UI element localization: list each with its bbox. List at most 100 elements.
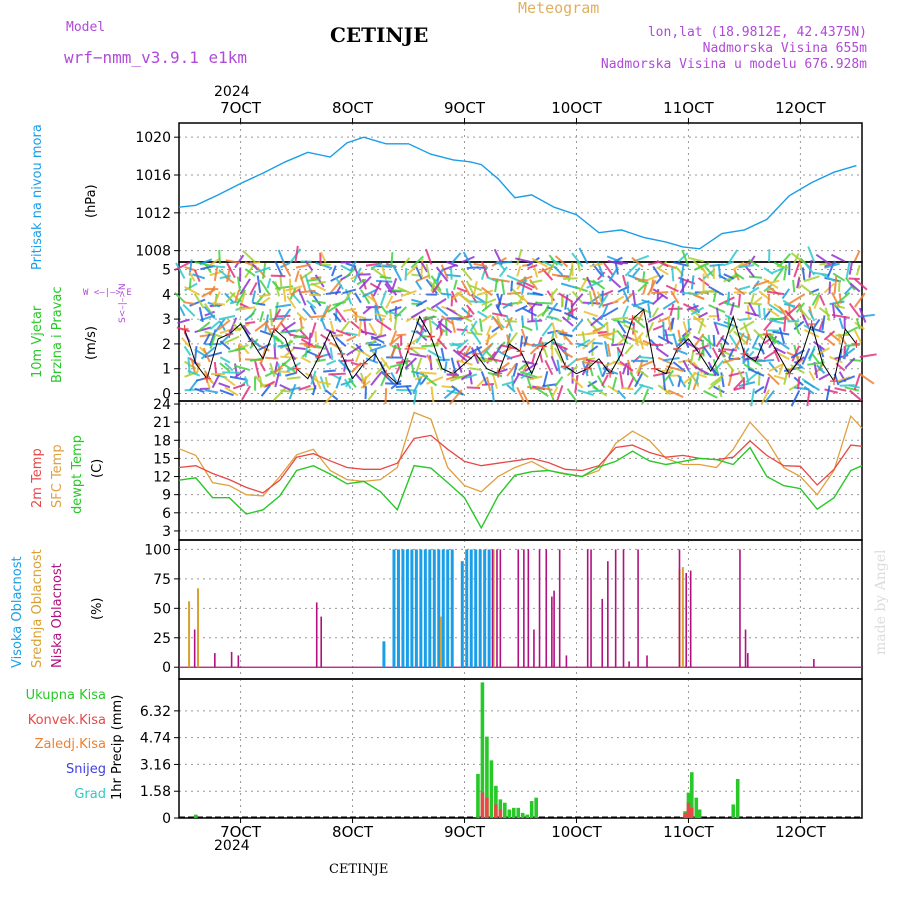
wind-arrow xyxy=(640,360,654,368)
wind-arrow xyxy=(606,255,624,264)
wind-arrow xyxy=(419,315,428,334)
wind-arrow xyxy=(616,346,624,357)
wind-arrow xyxy=(279,274,283,289)
wind-arrow xyxy=(838,375,856,384)
wind-gust-marker xyxy=(852,339,861,348)
wind-arrow xyxy=(700,265,710,279)
cloud-bar-2 xyxy=(538,549,541,668)
wind-arrow xyxy=(821,315,826,331)
wind-arrow xyxy=(380,317,384,336)
y-tick-label: 18 xyxy=(153,433,171,449)
wind-arrow xyxy=(837,376,851,382)
wind-arrow xyxy=(203,302,214,315)
wind-gust-marker xyxy=(538,342,547,351)
wind-arrow xyxy=(647,312,664,323)
wind-arrow xyxy=(328,372,346,376)
wind-arrow xyxy=(300,289,316,294)
wind-arrow xyxy=(632,289,637,306)
wind-arrow xyxy=(665,284,679,293)
wind-arrow xyxy=(351,314,367,320)
cloud-bar-2 xyxy=(499,549,502,668)
wind-arrow xyxy=(619,360,634,372)
wind-arrow xyxy=(452,349,468,362)
wind-arrow xyxy=(288,383,297,400)
wind-arrow xyxy=(563,351,574,359)
wind-arrow xyxy=(370,372,382,386)
wind-arrow xyxy=(825,385,831,401)
wind-arrow xyxy=(411,298,422,304)
wind-arrow xyxy=(723,260,735,267)
x-tick-label-top: 12OCT xyxy=(775,99,826,117)
wind-arrow xyxy=(748,286,760,295)
wind-arrow xyxy=(190,359,196,373)
wind-arrow xyxy=(249,338,259,349)
wind-arrow xyxy=(728,371,745,377)
cloud-bar-2 xyxy=(622,549,625,668)
wind-arrow xyxy=(462,251,473,268)
wind-arrow xyxy=(266,278,272,289)
wind-arrow xyxy=(527,319,543,323)
y-tick-label: 6 xyxy=(162,506,171,522)
cloud-bar-1 xyxy=(197,588,200,668)
wind-arrow xyxy=(308,280,326,287)
wind-arrow xyxy=(425,278,438,295)
wind-arrow xyxy=(637,281,649,293)
wind-arrow xyxy=(831,253,846,263)
wind-arrow xyxy=(757,304,761,318)
wind-arrow xyxy=(684,341,699,350)
y-tick-label: 0 xyxy=(162,660,171,676)
wind-arrow xyxy=(565,307,579,316)
wind-arrow xyxy=(507,331,518,345)
wind-arrow xyxy=(662,321,666,339)
wind-gust-marker xyxy=(426,332,435,341)
wind-arrow xyxy=(612,318,626,324)
wind-arrow xyxy=(424,248,433,265)
wind-gust-marker xyxy=(180,325,189,334)
cloud-bar-2 xyxy=(214,653,216,668)
wind-arrow xyxy=(304,344,321,349)
pressure-line xyxy=(178,136,857,250)
wind-arrow xyxy=(362,306,372,315)
wind-arrow xyxy=(796,277,801,289)
wind-arrow xyxy=(315,261,333,270)
wind-arrow xyxy=(229,317,238,334)
wind-arrow xyxy=(324,376,329,388)
wind-arrow xyxy=(492,316,503,331)
wind-arrow xyxy=(708,285,725,297)
wind-arrow xyxy=(793,320,805,331)
wind-arrow xyxy=(335,336,347,347)
wind-arrow xyxy=(807,309,816,322)
wind-arrow xyxy=(726,294,730,306)
wind-arrow xyxy=(491,277,510,283)
cloud-bar-0 xyxy=(483,549,487,668)
wind-arrow xyxy=(450,295,454,307)
wind-arrow xyxy=(423,315,437,320)
wind-arrow xyxy=(187,369,201,377)
wind-arrow xyxy=(369,282,382,291)
y-tick-label: 50 xyxy=(153,601,171,617)
wind-arrow xyxy=(655,274,665,285)
wind-arrow xyxy=(314,374,322,390)
wind-arrow xyxy=(544,359,554,376)
wind-arrow xyxy=(642,284,648,295)
wind-arrow xyxy=(421,373,438,387)
wind-arrow xyxy=(175,262,186,280)
wind-arrow xyxy=(563,334,574,346)
wind-arrow xyxy=(200,264,216,271)
wind-arrow xyxy=(551,386,559,398)
wind-arrow xyxy=(790,364,805,374)
wind-arrow xyxy=(320,263,331,266)
wind-arrow xyxy=(421,344,439,348)
wind-arrow xyxy=(663,357,680,362)
wind-arrow xyxy=(259,279,271,295)
wind-arrow xyxy=(554,255,569,268)
wind-arrow xyxy=(477,310,488,318)
wind-arrow xyxy=(570,293,584,308)
wind-arrow xyxy=(556,329,568,335)
cloud-bar-0 xyxy=(410,549,414,668)
wind-arrow xyxy=(531,257,548,268)
wind-arrow xyxy=(578,276,589,293)
wind-arrow xyxy=(209,335,216,349)
year-top: 2024 xyxy=(214,84,250,100)
wind-arrow xyxy=(622,292,635,305)
